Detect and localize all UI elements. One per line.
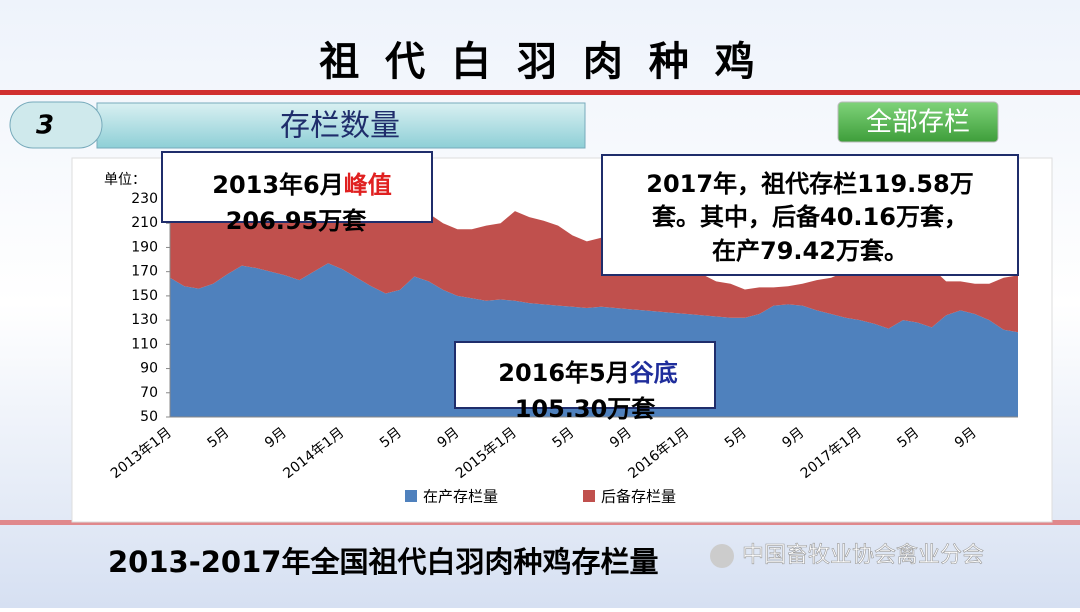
section-title: 存栏数量 <box>280 109 400 144</box>
annotation-box <box>161 151 433 223</box>
annotation-line: 在产79.42万套。 <box>712 237 908 265</box>
all-stock-button[interactable] <box>837 101 999 143</box>
annotation-date: 2013年6月 <box>212 171 344 199</box>
slide-title: 祖 代 白 羽 肉 种 鸡 <box>319 39 761 85</box>
watermark: 中国畜牧业协会禽业分会 <box>742 543 984 568</box>
y-tick-label: 70 <box>140 385 158 401</box>
y-tick-label: 190 <box>131 239 158 255</box>
annotation: 2016年5月谷底 <box>498 359 678 387</box>
annotation-date: 2016年5月 <box>498 359 630 387</box>
annotation-label: 谷底 <box>630 359 678 387</box>
section-number: 3 <box>36 111 54 141</box>
stripe <box>0 90 1080 95</box>
annotation-amount: 206.95万套 <box>226 207 368 235</box>
section-pill <box>9 101 103 149</box>
area <box>170 166 1018 333</box>
footer-title: 2013-2017年全国祖代白羽肉种鸡存栏量 <box>108 545 658 579</box>
legend-label: 后备存栏量 <box>601 488 676 506</box>
annotation-label: 峰值 <box>344 171 392 199</box>
y-tick-label: 90 <box>140 361 158 377</box>
button-label[interactable]: 全部存栏 <box>866 108 970 138</box>
area <box>170 263 1018 417</box>
annotation-line: 2017年，祖代存栏119.58万 <box>646 170 973 198</box>
legend-label: 在产存栏量 <box>423 488 498 506</box>
y-tick-label: 110 <box>131 336 158 352</box>
y-tick-label: 210 <box>131 215 158 231</box>
legend-swatch <box>583 490 595 502</box>
y-tick-label: 230 <box>131 191 158 207</box>
y-tick-label: 50 <box>140 409 158 425</box>
watermark-icon <box>710 544 734 568</box>
annotation-box <box>454 341 716 409</box>
y-unit-label: 单位： <box>104 172 146 188</box>
annotation: 2013年6月峰值 <box>212 171 392 199</box>
annotation-box <box>601 154 1019 276</box>
y-tick-label: 130 <box>131 312 158 328</box>
annotation-line: 套。其中，后备40.16万套， <box>652 203 968 231</box>
legend-swatch <box>405 490 417 502</box>
y-tick-label: 150 <box>131 288 158 304</box>
y-tick-label: 170 <box>131 264 158 280</box>
annotation-amount: 105.30万套 <box>515 395 657 423</box>
section-bar <box>96 102 586 149</box>
